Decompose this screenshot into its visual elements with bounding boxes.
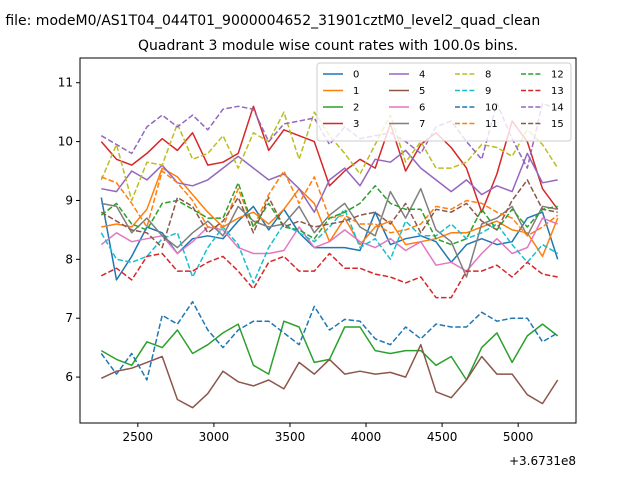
x-tick-label: 4000 [351, 430, 382, 444]
series-line-3 [100, 105, 559, 213]
y-tick-label: 7 [65, 311, 73, 325]
series-line-12 [100, 182, 558, 246]
legend-label-13: 13 [551, 86, 564, 97]
legend-label-12: 12 [551, 70, 564, 81]
series-line-11 [101, 170, 559, 237]
y-tick-label: 8 [65, 252, 73, 266]
legend-label-3: 3 [353, 119, 359, 130]
series-line-8 [100, 111, 559, 202]
axes-layer: 2500 3000 3500 4000 4500 5000 6 7 8 9 10 11 [58, 76, 534, 444]
legend-box [316, 62, 572, 142]
series-line-7 [101, 187, 558, 278]
x-tick-label: 3500 [275, 430, 306, 444]
series-line-14 [100, 102, 558, 169]
series-line-15 [100, 179, 558, 249]
legend-label-2: 2 [353, 103, 359, 114]
x-offset-label: +3.6731e8 [509, 454, 576, 468]
series-line-6 [100, 217, 558, 272]
legend-label-8: 8 [485, 70, 491, 81]
legend-label-5: 5 [419, 86, 425, 97]
series-line-13 [100, 252, 558, 299]
legend-label-14: 14 [551, 103, 564, 114]
x-tick-label: 2500 [123, 430, 154, 444]
y-tick-label: 6 [65, 370, 73, 384]
legend-label-11: 11 [485, 119, 498, 130]
figure-suptitle: n file: modeM0/AS1T04_044T01_9000004652_… [0, 13, 540, 29]
plot-frame [79, 57, 577, 424]
y-tick-label: 10 [58, 135, 73, 149]
x-tick-label: 3000 [199, 430, 230, 444]
series-line-5 [100, 343, 559, 409]
series-line-10 [100, 300, 559, 381]
series-line-9 [100, 208, 559, 284]
legend-label-0: 0 [353, 70, 359, 81]
legend-label-9: 9 [485, 86, 491, 97]
legend-label-10: 10 [485, 103, 498, 114]
chart-title: Quadrant 3 module wise count rates with … [138, 38, 518, 54]
legend-label-1: 1 [353, 86, 359, 97]
legend-label-4: 4 [419, 70, 425, 81]
legend-label-15: 15 [551, 119, 564, 130]
legend-label-7: 7 [419, 119, 425, 130]
y-tick-label: 9 [65, 193, 73, 207]
x-tick-label: 4500 [427, 430, 458, 444]
series-layer [100, 102, 559, 409]
legend-label-6: 6 [419, 103, 425, 114]
x-tick-label: 5000 [503, 430, 534, 444]
y-tick-label: 11 [58, 76, 73, 90]
